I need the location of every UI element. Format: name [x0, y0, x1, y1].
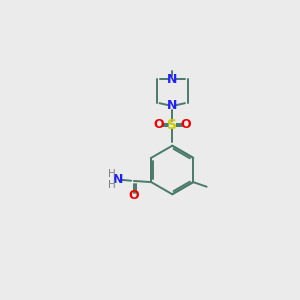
- Bar: [169, 77, 175, 82]
- Text: S: S: [167, 118, 177, 132]
- Bar: [169, 122, 176, 128]
- Text: O: O: [154, 118, 164, 131]
- Bar: [115, 177, 121, 182]
- Text: N: N: [113, 173, 123, 186]
- Text: H: H: [108, 180, 116, 190]
- Bar: [169, 103, 175, 108]
- Bar: [156, 122, 162, 127]
- Text: O: O: [180, 118, 191, 131]
- Text: N: N: [167, 73, 177, 86]
- Text: H: H: [108, 169, 116, 179]
- Text: N: N: [167, 100, 177, 112]
- Bar: [183, 122, 189, 127]
- Bar: [131, 194, 137, 198]
- Text: O: O: [129, 190, 139, 202]
